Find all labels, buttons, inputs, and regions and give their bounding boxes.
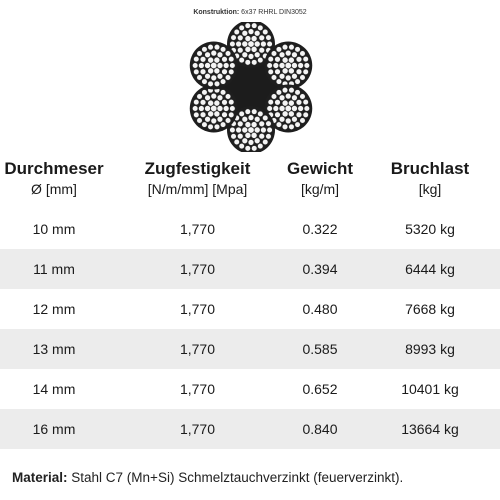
header-weight-title: Gewicht bbox=[286, 159, 354, 178]
wire-rope-cross-section-icon bbox=[189, 22, 313, 152]
header-diameter-unit: Ø [mm] bbox=[31, 181, 77, 197]
table-row: 14 mm 1,770 0.652 10401 kg bbox=[0, 369, 500, 409]
header-weight-unit: [kg/m] bbox=[300, 181, 340, 197]
cell-strength: 1,770 bbox=[179, 341, 216, 357]
header-strength-title: Zugfestigkeit bbox=[144, 159, 251, 178]
cell-diameter: 11 mm bbox=[33, 261, 75, 277]
table-header: Durchmeser Ø [mm] Zugfestigkeit [N/m/mm]… bbox=[0, 158, 500, 204]
cell-strength: 1,770 bbox=[179, 381, 216, 397]
construction-caption: Konstruktion: 6x37 RHRL DIN3052 bbox=[0, 9, 500, 16]
table-row: 16 mm 1,770 0.840 13664 kg bbox=[0, 409, 500, 449]
cell-breaking-load: 10401 kg bbox=[401, 381, 459, 397]
table-row: 12 mm 1,770 0.480 7668 kg bbox=[0, 289, 500, 329]
table-row: 13 mm 1,770 0.585 8993 kg bbox=[0, 329, 500, 369]
material-label: Material: bbox=[12, 470, 68, 485]
header-breaking-load-unit: [kg] bbox=[418, 181, 442, 197]
table-row: 10 mm 1,770 0.322 5320 kg bbox=[0, 209, 500, 249]
header-breaking-load-title: Bruchlast bbox=[390, 159, 470, 178]
material-text: Stahl C7 (Mn+Si) Schmelztauchverzinkt (f… bbox=[67, 470, 404, 485]
header-diameter: Durchmeser Ø [mm] bbox=[0, 158, 108, 198]
cell-weight: 0.480 bbox=[302, 301, 338, 317]
material-note: Material: Stahl C7 (Mn+Si) Schmelztauchv… bbox=[12, 470, 403, 485]
cell-breaking-load: 13664 kg bbox=[401, 421, 459, 437]
header-strength: Zugfestigkeit [N/m/mm] [Mpa] bbox=[130, 158, 265, 198]
cell-weight: 0.394 bbox=[302, 261, 338, 277]
cell-strength: 1,770 bbox=[179, 221, 216, 237]
cell-diameter: 12 mm bbox=[32, 301, 76, 317]
cell-breaking-load: 5320 kg bbox=[405, 221, 455, 237]
header-weight: Gewicht [kg/m] bbox=[270, 158, 370, 198]
table-row: 11 mm 1,770 0.394 6444 kg bbox=[0, 249, 500, 289]
spec-table: 10 mm 1,770 0.322 5320 kg 11 mm 1,770 0.… bbox=[0, 209, 500, 449]
header-breaking-load: Bruchlast [kg] bbox=[375, 158, 485, 198]
cell-diameter: 10 mm bbox=[32, 221, 76, 237]
cell-weight: 0.585 bbox=[302, 341, 338, 357]
construction-label: Konstruktion: bbox=[193, 9, 240, 16]
construction-value: 6x37 RHRL DIN3052 bbox=[241, 9, 307, 16]
cell-strength: 1,770 bbox=[179, 261, 216, 277]
cell-breaking-load: 6444 kg bbox=[405, 261, 455, 277]
cell-diameter: 14 mm bbox=[32, 381, 76, 397]
cell-strength: 1,770 bbox=[179, 421, 216, 437]
header-strength-unit: [N/m/mm] [Mpa] bbox=[147, 181, 248, 197]
cell-diameter: 13 mm bbox=[32, 341, 76, 357]
cell-breaking-load: 7668 kg bbox=[405, 301, 455, 317]
cell-breaking-load: 8993 kg bbox=[405, 341, 455, 357]
cell-weight: 0.652 bbox=[302, 381, 338, 397]
cell-weight: 0.322 bbox=[302, 221, 338, 237]
header-diameter-title: Durchmeser bbox=[4, 159, 104, 178]
cell-weight: 0.840 bbox=[302, 421, 338, 437]
cell-diameter: 16 mm bbox=[32, 421, 76, 437]
cell-strength: 1,770 bbox=[179, 301, 216, 317]
